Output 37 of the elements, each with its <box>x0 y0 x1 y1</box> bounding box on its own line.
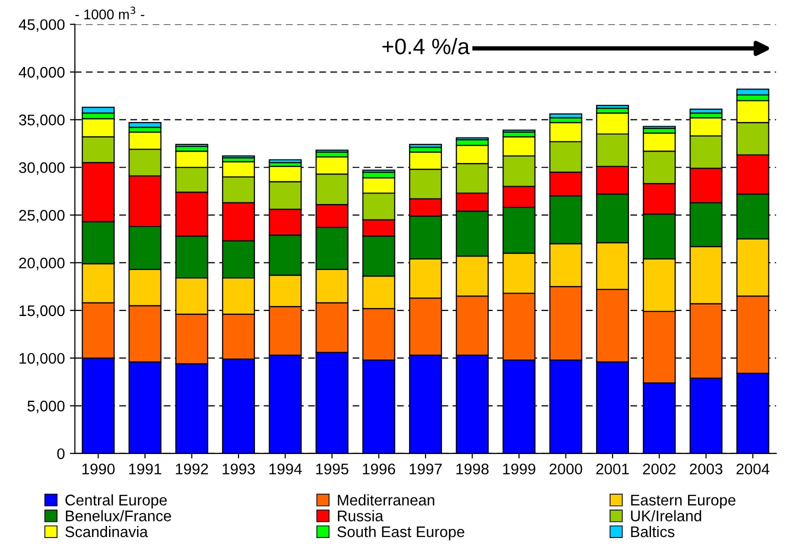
bar <box>268 159 302 164</box>
legend-label: Scandinavia <box>65 526 148 538</box>
x-tick-label: 2004 <box>736 464 770 474</box>
x-tick-label: 1992 <box>176 464 208 474</box>
x-tick-label: 1998 <box>456 464 489 474</box>
legend-label: Benelux/France <box>66 510 172 522</box>
y-tick-label: 25,000 <box>19 210 65 223</box>
x-tick-label: 2001 <box>596 464 629 474</box>
x-tick-label: 1990 <box>82 464 115 474</box>
y-tick-label: 30,000 <box>18 162 65 175</box>
x-tick-label: 1995 <box>316 464 348 474</box>
legend-label: UK/Ireland <box>631 510 702 522</box>
legend-label: Russia <box>338 510 384 522</box>
y-tick-label: 15,000 <box>20 305 65 318</box>
x-tick-label: 1997 <box>410 464 442 474</box>
x-tick-label: 1999 <box>503 464 536 474</box>
y-tick-label: 40,000 <box>18 66 65 80</box>
x-tick-label: 1996 <box>362 464 396 474</box>
x-tick-label: 2002 <box>643 464 676 474</box>
y-tick-label: 5,000 <box>28 400 65 414</box>
y-tick-label: 35,000 <box>18 114 65 128</box>
x-tick-label: 1994 <box>269 464 302 474</box>
x-tick-label: 1993 <box>222 464 255 474</box>
y-tick-label: 20,000 <box>19 258 65 270</box>
y-tick-label: 10,000 <box>20 352 65 366</box>
x-tick-label: 2000 <box>550 464 582 474</box>
x-tick-label: 2003 <box>690 464 722 474</box>
annotation: +0.4 %/a <box>382 38 470 54</box>
legend-label: Eastern Europe <box>631 494 736 509</box>
legend-label: Baltics <box>631 526 674 538</box>
legend-label: Central Europe <box>65 494 167 509</box>
legend-label: Mediterranean <box>338 494 434 506</box>
legend-label: South East Europe <box>337 526 464 540</box>
y-tick-label: 45,000 <box>18 19 65 32</box>
y-tick-label: 0 <box>57 448 65 460</box>
y-axis-title: - 1000 m$^{3}$ - <box>75 6 144 20</box>
x-tick-label: 1991 <box>129 464 162 474</box>
